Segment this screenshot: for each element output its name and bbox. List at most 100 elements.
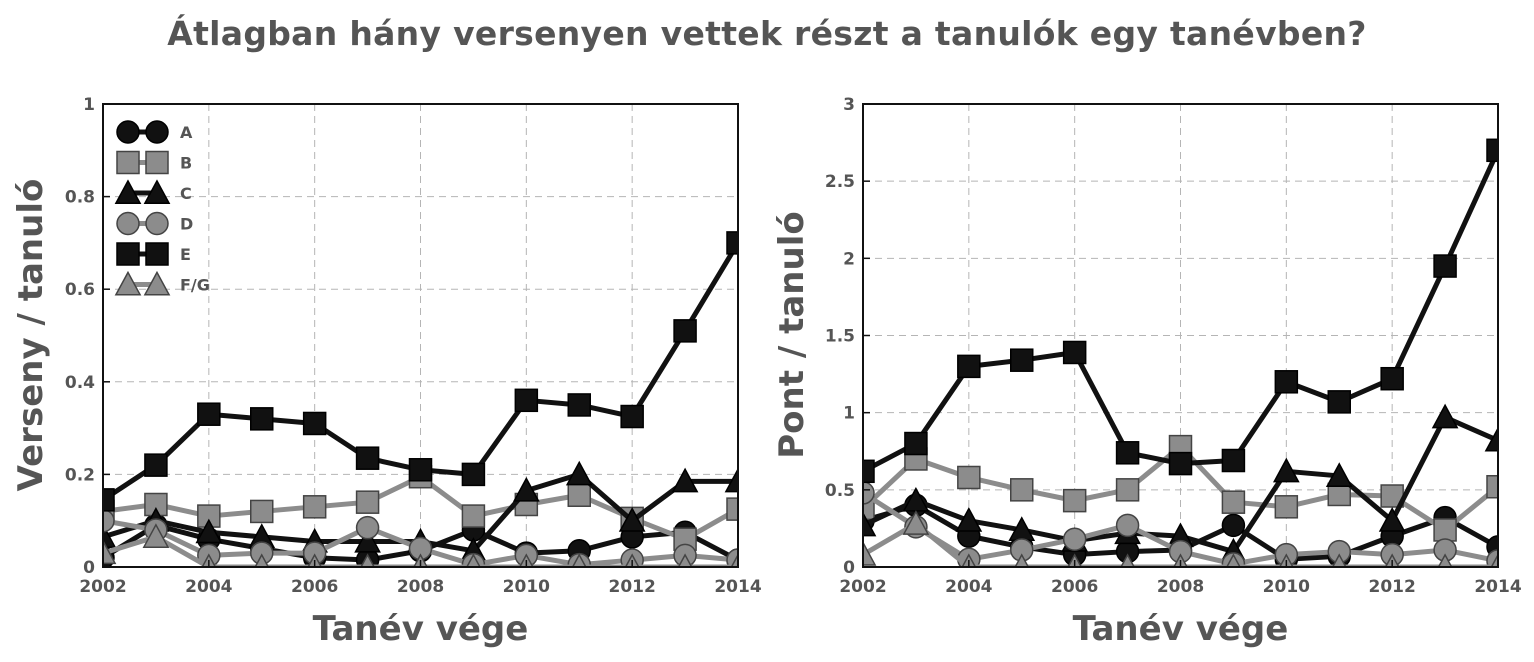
- y-tick-label: 1.5: [825, 327, 855, 347]
- data-point: [250, 407, 274, 431]
- series-markers-e: [863, 138, 1498, 484]
- y-axis-label: Pont / tanuló: [772, 211, 812, 458]
- legend-marker: [143, 270, 171, 296]
- chart-title: Átlagban hány versenyen vettek részt a t…: [167, 14, 1367, 53]
- x-tick-label: 2012: [1369, 577, 1416, 597]
- data-point: [726, 231, 738, 255]
- x-tick-label: 2014: [714, 577, 761, 597]
- y-tick-label: 0.2: [65, 465, 95, 485]
- data-point: [618, 507, 646, 532]
- legend-marker: [143, 179, 171, 205]
- data-point: [1325, 462, 1353, 487]
- legend-marker: [114, 179, 142, 205]
- data-point: [957, 354, 981, 379]
- data-point: [1010, 478, 1034, 502]
- y-tick-label: 3: [843, 95, 855, 115]
- x-tick-label: 2008: [1157, 577, 1204, 597]
- x-tick-label: 2006: [1051, 577, 1098, 597]
- right-chart: 2002 2004 2006 2008 2010 2012 2014 0 0.5 1 1.5 2 2.5…: [772, 95, 1522, 649]
- grid-lines: [102, 103, 739, 568]
- data-point: [355, 446, 380, 470]
- series-markers-c: [863, 403, 1498, 563]
- plot-area: [863, 138, 1498, 567]
- data-point: [1062, 527, 1087, 551]
- data-point: [1484, 426, 1498, 452]
- legend-label: C: [180, 184, 192, 203]
- data-point: [103, 523, 117, 548]
- data-point: [1327, 390, 1351, 414]
- data-point: [1433, 518, 1457, 542]
- data-point: [567, 393, 591, 417]
- data-point: [461, 462, 486, 487]
- y-tick-label: 0.4: [65, 373, 95, 393]
- x-tick-label: 2014: [1474, 577, 1521, 597]
- data-point: [1431, 403, 1459, 429]
- data-point: [904, 431, 928, 456]
- data-point: [103, 539, 117, 565]
- series-markers-b: [863, 434, 1498, 542]
- data-point: [142, 523, 170, 548]
- legend-label: B: [180, 154, 192, 173]
- data-point: [863, 511, 877, 537]
- data-point: [1168, 451, 1193, 476]
- x-tick-label: 2004: [945, 577, 992, 597]
- y-tick-label: 1: [83, 95, 95, 115]
- data-point: [1221, 490, 1246, 514]
- data-point: [863, 496, 875, 521]
- data-point: [302, 411, 327, 436]
- data-point: [724, 467, 738, 493]
- y-tick-label: 1: [843, 404, 855, 424]
- data-point: [955, 507, 983, 532]
- data-point: [302, 495, 327, 519]
- x-tick-label: 2006: [291, 577, 338, 597]
- data-point: [514, 388, 539, 413]
- legend-marker: [114, 270, 142, 296]
- data-point: [512, 476, 540, 502]
- data-point: [1221, 448, 1246, 473]
- data-point: [673, 319, 697, 343]
- data-point: [144, 453, 168, 477]
- data-point: [195, 518, 223, 544]
- legend-marker: [145, 242, 169, 266]
- x-axis-label: Tanév vége: [1073, 609, 1289, 649]
- data-point: [1115, 441, 1140, 465]
- data-point: [863, 481, 875, 505]
- y-tick-label: 0.6: [65, 280, 95, 300]
- data-point: [354, 527, 381, 553]
- y-tick-label: 0.8: [65, 188, 95, 208]
- x-tick-label: 2010: [1263, 577, 1310, 597]
- legend-marker: [145, 211, 169, 236]
- data-point: [1274, 370, 1299, 394]
- data-point: [355, 515, 380, 540]
- x-tick-label: 2012: [609, 577, 656, 597]
- x-axis-label: Tanév vége: [313, 609, 529, 649]
- data-point: [567, 483, 591, 507]
- x-tick-label: 2010: [503, 577, 550, 597]
- data-point: [1486, 138, 1498, 163]
- legend-marker: [116, 120, 140, 144]
- legend-marker: [116, 150, 140, 175]
- x-tick-label: 2002: [839, 577, 886, 597]
- data-point: [1221, 513, 1246, 538]
- data-point: [1378, 507, 1406, 532]
- data-point: [1380, 366, 1404, 391]
- data-point: [408, 458, 433, 482]
- data-point: [1062, 340, 1087, 365]
- legend-label: E: [180, 245, 191, 264]
- data-point: [1062, 488, 1087, 513]
- data-point: [197, 402, 221, 426]
- x-tick-label: 2004: [185, 577, 232, 597]
- data-point: [726, 497, 738, 521]
- data-point: [355, 490, 380, 514]
- data-point: [103, 488, 115, 512]
- data-point: [1115, 513, 1140, 538]
- data-point: [1010, 348, 1034, 372]
- data-point: [565, 460, 593, 486]
- data-point: [671, 467, 699, 493]
- data-point: [620, 404, 644, 429]
- left-chart: 2002 2004 2006 2008 2010 2012 2014 0 0.2 0.4 0.6 0.…: [11, 95, 762, 649]
- y-tick-label: 0: [843, 558, 855, 578]
- y-tick-label: 0.5: [825, 481, 855, 501]
- data-point: [1272, 457, 1300, 483]
